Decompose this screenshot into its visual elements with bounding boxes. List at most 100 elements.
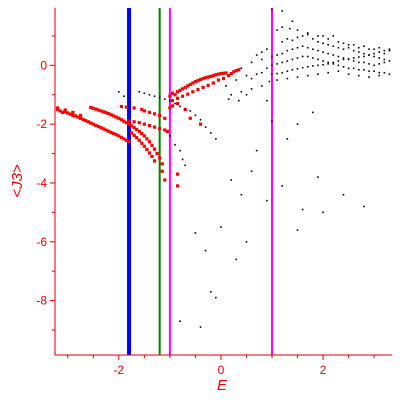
y-tick-label: -8	[36, 294, 47, 308]
data-point	[358, 51, 360, 53]
axes	[54, 8, 392, 356]
data-point	[317, 35, 319, 37]
data-point	[220, 226, 222, 228]
data-point	[145, 137, 149, 141]
x-tick-label: 2	[320, 363, 327, 377]
data-point	[158, 126, 162, 131]
data-point	[368, 70, 370, 73]
data-point	[322, 63, 324, 66]
data-point	[332, 54, 335, 56]
data-point	[291, 68, 294, 71]
data-point	[135, 136, 139, 140]
data-point	[368, 63, 370, 65]
data-point	[383, 58, 386, 61]
data-point	[358, 56, 360, 58]
data-point	[219, 71, 223, 76]
data-point	[155, 151, 159, 156]
data-point	[332, 61, 335, 64]
data-point	[378, 63, 381, 65]
data-point	[214, 73, 218, 77]
data-point	[266, 199, 268, 202]
data-point	[204, 249, 207, 252]
data-point	[186, 84, 190, 88]
data-point	[271, 64, 273, 67]
y-tick-label: -6	[36, 235, 47, 249]
data-point	[196, 87, 200, 92]
data-point	[127, 122, 131, 126]
data-point	[383, 61, 386, 64]
data-point	[221, 71, 226, 75]
data-point	[84, 119, 88, 123]
data-point	[137, 129, 141, 134]
data-point	[201, 85, 205, 89]
data-point	[388, 49, 391, 52]
data-point	[240, 91, 243, 93]
data-point	[181, 87, 185, 91]
data-point	[165, 129, 169, 134]
data-point	[132, 126, 136, 130]
data-point	[114, 133, 118, 137]
data-point	[229, 71, 233, 76]
data-point	[301, 45, 304, 48]
data-point	[388, 73, 391, 75]
data-point	[363, 205, 365, 208]
data-point	[63, 110, 67, 114]
data-point	[342, 57, 345, 59]
data-point	[91, 122, 95, 126]
data-point	[119, 135, 123, 139]
data-point	[271, 120, 273, 123]
data-point	[296, 123, 299, 125]
x-tick-label: 0	[218, 363, 225, 377]
data-point	[235, 79, 238, 81]
data-point	[215, 138, 217, 140]
data-point	[94, 107, 98, 111]
data-point	[58, 109, 62, 113]
data-point	[160, 162, 164, 166]
data-point	[160, 169, 164, 173]
data-point	[107, 111, 111, 116]
data-point	[322, 51, 324, 53]
data-point	[368, 48, 370, 50]
data-point	[296, 29, 299, 31]
data-point	[317, 176, 319, 178]
data-point	[169, 99, 171, 102]
data-point	[271, 73, 273, 75]
data-point	[181, 94, 185, 98]
data-point	[112, 114, 116, 118]
data-point	[337, 70, 340, 73]
data-point	[55, 106, 60, 110]
data-point	[368, 76, 370, 78]
data-point	[332, 35, 335, 37]
data-point	[140, 107, 144, 112]
data-point	[117, 134, 121, 138]
data-point	[211, 81, 215, 85]
scatter-points	[55, 8, 391, 328]
data-point	[337, 46, 340, 49]
data-point	[170, 104, 175, 108]
data-point	[352, 43, 355, 46]
data-point	[373, 70, 375, 73]
data-point	[276, 72, 278, 75]
data-point	[122, 137, 126, 141]
data-point	[266, 67, 268, 70]
data-point	[373, 55, 375, 58]
data-point	[170, 91, 175, 95]
data-point	[291, 39, 294, 42]
data-point	[281, 10, 284, 12]
data-point	[301, 35, 304, 37]
data-point	[347, 46, 350, 49]
data-point	[317, 64, 319, 67]
data-point	[363, 68, 365, 71]
data-point	[306, 74, 309, 77]
data-point	[383, 52, 386, 55]
data-point	[347, 43, 350, 46]
data-point	[63, 108, 67, 112]
data-point	[137, 121, 141, 125]
data-point	[152, 159, 157, 163]
data-point	[101, 110, 106, 114]
data-point	[281, 61, 284, 64]
data-point	[260, 51, 263, 53]
data-point	[358, 74, 360, 77]
data-point	[296, 229, 299, 231]
data-point	[147, 110, 152, 114]
